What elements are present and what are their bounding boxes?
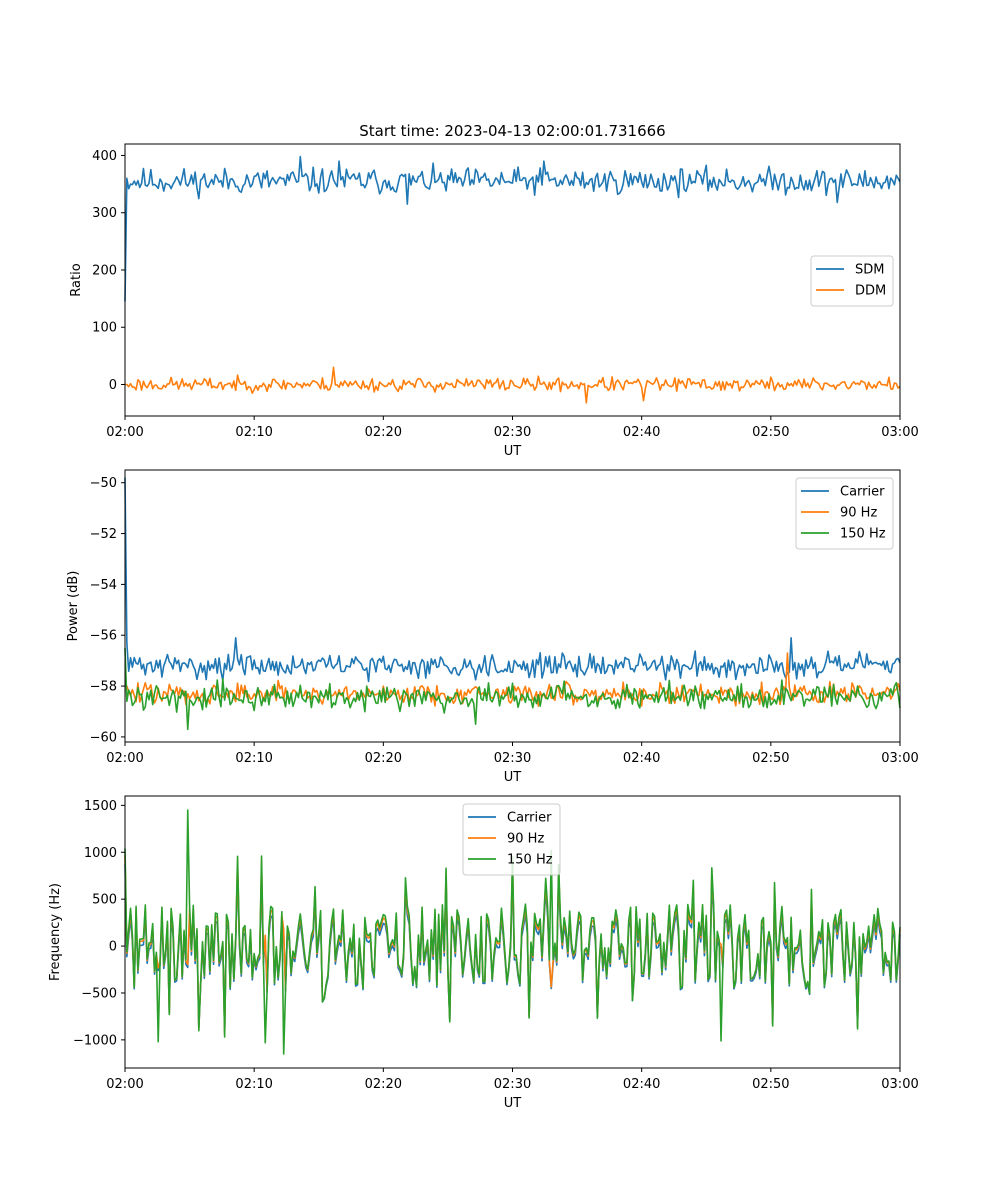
x-tick-label: 02:30: [494, 1077, 531, 1092]
y-tick-label: −54: [90, 578, 117, 593]
x-tick-label: 02:40: [623, 425, 660, 440]
chart-title: Start time: 2023-04-13 02:00:01.731666: [359, 122, 665, 140]
x-tick-label: 02:40: [623, 751, 660, 766]
series-line-90-hz: [125, 652, 901, 707]
y-axis-label: Ratio: [69, 263, 84, 296]
y-tick-label: 500: [92, 893, 117, 908]
legend-label: 150 Hz: [840, 527, 886, 542]
x-tick-label: 02:00: [106, 751, 143, 766]
x-tick-label: 02:40: [623, 1077, 660, 1092]
legend-label: 150 Hz: [507, 853, 553, 868]
x-tick-label: 03:00: [881, 425, 918, 440]
series-line-carrier: [124, 477, 901, 683]
x-tick-label: 02:30: [494, 425, 531, 440]
y-tick-label: 1500: [84, 799, 117, 814]
legend-label: Carrier: [840, 485, 885, 500]
legend-label: DDM: [855, 284, 886, 299]
legend: SDM DDM: [810, 255, 894, 307]
panel-3: 02:00 02:10 02:20 02:30 02:40 02:50 03:00 UT −10…: [48, 795, 919, 1111]
x-tick-label: 02:00: [106, 1077, 143, 1092]
x-tick-label: 02:10: [235, 1077, 272, 1092]
legend-label: SDM: [855, 263, 884, 278]
x-tick-label: 02:20: [365, 1077, 402, 1092]
x-tick-label: 02:50: [752, 751, 789, 766]
series-line-150-hz: [124, 647, 901, 731]
legend-label: Carrier: [507, 811, 552, 826]
y-tick-label: 300: [92, 206, 117, 221]
x-tick-label: 02:50: [752, 425, 789, 440]
y-tick-label: 200: [92, 263, 117, 278]
series-line-ddm: [125, 366, 901, 404]
x-tick-label: 02:10: [235, 751, 272, 766]
y-tick-label: −500: [81, 986, 117, 1001]
legend-box: [462, 803, 561, 876]
series-line-sdm: [124, 155, 901, 302]
panels: 02:00 02:10 02:20 02:30 02:40 02:50 03:00 UT 0 10…: [48, 143, 919, 1111]
legend: Carrier 90 Hz 150 Hz: [462, 803, 561, 876]
legend-box: [795, 477, 894, 550]
y-tick-label: 400: [92, 149, 117, 164]
y-tick-label: −52: [90, 527, 117, 542]
legend: Carrier 90 Hz 150 Hz: [795, 477, 894, 550]
x-tick-label: 02:30: [494, 751, 531, 766]
y-axis-label: Power (dB): [66, 571, 81, 642]
x-tick-label: 02:00: [106, 425, 143, 440]
panel-2: 02:00 02:10 02:20 02:30 02:40 02:50 03:00 UT −60…: [66, 469, 919, 785]
x-tick-label: 03:00: [881, 1077, 918, 1092]
y-tick-label: −1000: [73, 1033, 117, 1048]
y-tick-label: −60: [90, 730, 117, 745]
x-axis-label: UT: [504, 444, 522, 459]
x-tick-label: 02:20: [365, 425, 402, 440]
y-tick-label: 0: [109, 940, 117, 955]
x-tick-label: 03:00: [881, 751, 918, 766]
y-tick-label: −50: [90, 476, 117, 491]
y-tick-label: −58: [90, 680, 117, 695]
y-tick-label: 0: [109, 378, 117, 393]
x-tick-label: 02:50: [752, 1077, 789, 1092]
x-axis-label: UT: [504, 770, 522, 785]
x-axis-label: UT: [504, 1096, 522, 1111]
legend-label: 90 Hz: [840, 506, 877, 521]
y-tick-label: 100: [92, 321, 117, 336]
panel-1: 02:00 02:10 02:20 02:30 02:40 02:50 03:00 UT 0 10…: [69, 143, 919, 459]
x-tick-label: 02:20: [365, 751, 402, 766]
y-tick-label: −56: [90, 629, 117, 644]
legend-label: 90 Hz: [507, 832, 544, 847]
x-tick-label: 02:10: [235, 425, 272, 440]
y-tick-label: 1000: [84, 846, 117, 861]
y-axis-label: Frequency (Hz): [48, 883, 63, 981]
